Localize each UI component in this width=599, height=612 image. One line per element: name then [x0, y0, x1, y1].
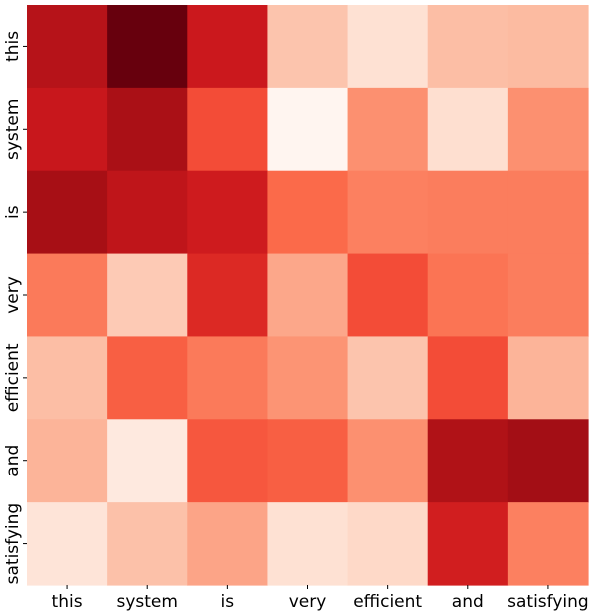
y-tick-label: is — [3, 205, 23, 219]
heatmap-cell-this-very — [267, 5, 349, 89]
heatmap-cell-is-is — [187, 170, 269, 255]
heatmap-cell-very-satisfying — [507, 253, 589, 338]
heatmap-cell-satisfying-system — [107, 502, 188, 586]
heatmap-cell-efficient-this — [27, 336, 108, 420]
heatmap-cells — [27, 5, 589, 586]
x-tick-label: and — [452, 592, 484, 612]
y-tick-label: satisfying — [3, 503, 23, 585]
heatmap-cell-very-is — [187, 253, 269, 338]
heatmap-cell-this-this — [27, 5, 108, 89]
heatmap-cell-and-and — [427, 419, 509, 503]
heatmap-cell-satisfying-efficient — [347, 502, 429, 586]
heatmap-cell-is-system — [107, 170, 188, 255]
heatmap-cell-very-this — [27, 253, 108, 338]
heatmap-cell-this-system — [107, 5, 188, 89]
heatmap-cell-very-and — [427, 253, 509, 338]
heatmap-cell-is-and — [427, 170, 509, 255]
x-tick-label: very — [289, 592, 327, 612]
x-tick-label: efficient — [353, 592, 422, 612]
heatmap-cell-this-is — [187, 5, 269, 89]
y-tick-label: very — [3, 276, 23, 314]
x-tick-label: this — [52, 592, 83, 612]
heatmap-cell-system-satisfying — [507, 87, 589, 172]
heatmap-cell-efficient-system — [107, 336, 188, 420]
heatmap-cell-and-is — [187, 419, 269, 503]
heatmap-cell-this-efficient — [347, 5, 429, 89]
heatmap-cell-system-this — [27, 87, 108, 172]
heatmap-cell-and-satisfying — [507, 419, 589, 503]
x-axis: this system is very efficient and satisfying — [52, 585, 589, 612]
heatmap-cell-and-efficient — [347, 419, 429, 503]
heatmap-cell-is-very — [267, 170, 349, 255]
heatmap-cell-satisfying-is — [187, 502, 269, 586]
heatmap-cell-and-system — [107, 419, 188, 503]
x-tick-label: system — [116, 592, 177, 612]
y-tick-label: and — [3, 445, 23, 477]
heatmap-cell-satisfying-and — [427, 502, 509, 586]
heatmap-cell-satisfying-satisfying — [507, 502, 589, 586]
heatmap-cell-system-is — [187, 87, 269, 172]
y-axis: this system is very efficient and satisfying — [3, 31, 27, 585]
heatmap-cell-efficient-and — [427, 336, 509, 420]
heatmap-cell-satisfying-this — [27, 502, 108, 586]
heatmap-cell-and-this — [27, 419, 108, 503]
heatmap-cell-system-and — [427, 87, 509, 172]
heatmap-cell-this-satisfying — [507, 5, 589, 89]
heatmap-cell-very-efficient — [347, 253, 429, 338]
x-tick-label: is — [221, 592, 235, 612]
heatmap-cell-system-very — [267, 87, 349, 172]
x-tick-label: satisfying — [507, 592, 589, 612]
heatmap-cell-is-efficient — [347, 170, 429, 255]
heatmap-cell-is-this — [27, 170, 108, 255]
heatmap-cell-efficient-satisfying — [507, 336, 589, 420]
y-tick-label: system — [3, 99, 23, 160]
heatmap-cell-very-very — [267, 253, 349, 338]
y-tick-label: efficient — [3, 343, 23, 412]
heatmap-cell-this-and — [427, 5, 509, 89]
y-tick-label: this — [3, 31, 23, 62]
heatmap-cell-system-efficient — [347, 87, 429, 172]
heatmap-cell-and-very — [267, 419, 349, 503]
heatmap-cell-efficient-efficient — [347, 336, 429, 420]
heatmap-cell-efficient-is — [187, 336, 269, 420]
heatmap-cell-very-system — [107, 253, 188, 338]
heatmap-cell-is-satisfying — [507, 170, 589, 255]
heatmap-cell-system-system — [107, 87, 188, 172]
heatmap-cell-efficient-very — [267, 336, 349, 420]
heatmap-cell-satisfying-very — [267, 502, 349, 586]
